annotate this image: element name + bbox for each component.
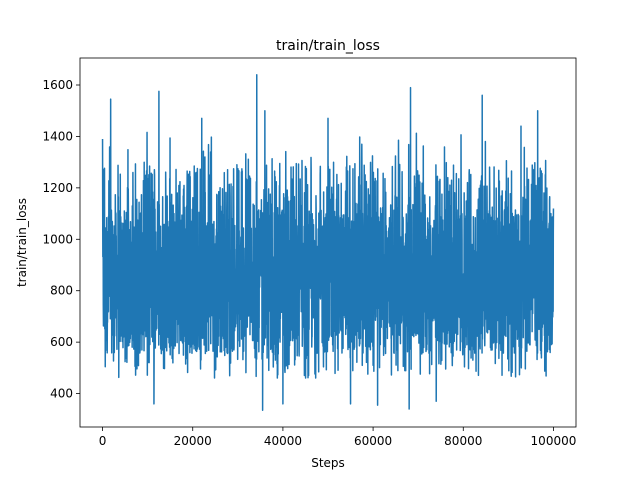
y-tick-label-2: 800 xyxy=(50,284,73,298)
plot-area xyxy=(101,73,555,412)
x-axis-label: Steps xyxy=(311,456,345,470)
axes-frame xyxy=(79,57,577,428)
y-tick-label-5: 1400 xyxy=(42,129,73,143)
x-tick-label-5: 100000 xyxy=(531,434,577,448)
x-tick-label-2: 40000 xyxy=(264,434,302,448)
y-tick-label-6: 1600 xyxy=(42,78,73,92)
y-tick-label-1: 600 xyxy=(50,335,73,349)
chart-title: train/train_loss xyxy=(276,38,380,54)
x-axis-ticks: 0 20000 40000 60000 80000 100000 xyxy=(99,427,577,448)
y-tick-label-4: 1200 xyxy=(42,181,73,195)
x-tick-label-4: 80000 xyxy=(444,434,482,448)
x-tick-label-0: 0 xyxy=(99,434,107,448)
y-tick-label-0: 400 xyxy=(50,387,73,401)
series-line-0 xyxy=(101,73,555,412)
y-axis-ticks: 400 600 800 1000 1200 1400 1600 xyxy=(42,78,80,401)
x-tick-label-1: 20000 xyxy=(174,434,212,448)
y-tick-label-3: 1000 xyxy=(42,232,73,246)
y-axis-label: train/train_loss xyxy=(15,198,29,287)
x-tick-label-3: 60000 xyxy=(354,434,392,448)
